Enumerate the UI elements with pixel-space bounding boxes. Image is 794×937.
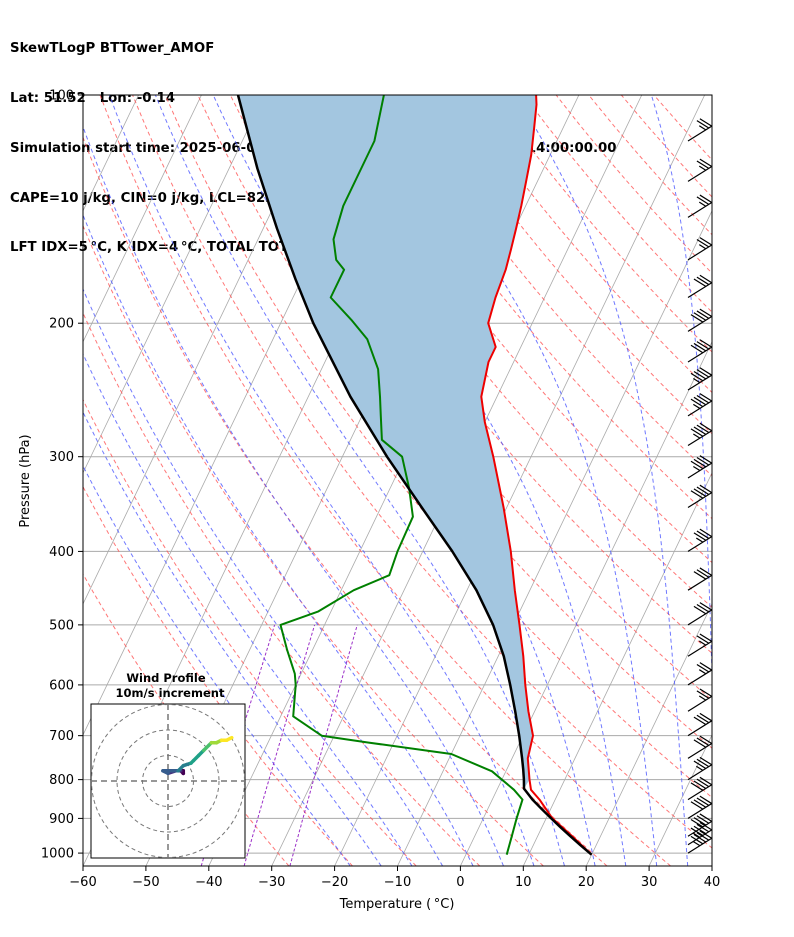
moist-adiabat (515, 95, 689, 866)
dry-adiabat (164, 95, 712, 799)
mixing-ratio-line (289, 624, 358, 866)
hodograph-trace (224, 735, 234, 742)
y-tick-label: 800 (49, 773, 74, 788)
isotherm-line (0, 95, 13, 866)
dewpoint-line (279, 95, 524, 855)
y-tick-label: 300 (49, 450, 74, 465)
dry-adiabat (83, 573, 290, 866)
wind-barb (687, 158, 713, 182)
wind-barb (687, 367, 713, 391)
y-tick-label: 100 (49, 89, 74, 104)
isotherm-line (775, 95, 794, 866)
dry-adiabat (555, 95, 712, 274)
moist-adiabat (83, 411, 382, 866)
dry-adiabat (653, 95, 712, 161)
moist-adiabat (385, 95, 658, 866)
dry-adiabat (83, 224, 544, 866)
chart-title: SkewTLogP BTTower_AMOF (10, 41, 215, 57)
wind-barb (687, 274, 713, 299)
x-tick-label: 20 (578, 875, 595, 890)
isotherm-line (83, 95, 202, 343)
cape-area (238, 95, 537, 789)
x-tick-label: −40 (195, 875, 222, 890)
y-tick-label: 200 (49, 317, 74, 332)
wind-barb (687, 237, 713, 261)
y-axis-label: Pressure (hPa) (18, 434, 33, 527)
wind-barb (687, 567, 713, 591)
moist-adiabat (747, 95, 751, 866)
x-tick-label: −10 (384, 875, 411, 890)
x-tick-label: −20 (321, 875, 348, 890)
wind-barb (687, 688, 713, 712)
isotherm-line (397, 209, 712, 866)
moist-adiabat (83, 125, 504, 866)
wind-barb (687, 118, 713, 142)
wind-barb (687, 602, 713, 626)
isotherm-line (585, 602, 712, 866)
isotherm-line (0, 95, 76, 866)
x-tick-label: −60 (69, 875, 96, 890)
dry-adiabat (83, 398, 417, 866)
wind-barb (687, 393, 713, 417)
x-tick-label: −30 (258, 875, 285, 890)
x-tick-label: −50 (132, 875, 159, 890)
wind-barb (687, 194, 713, 218)
hodograph-title: Wind Profile (126, 671, 206, 685)
moist-adiabat (83, 464, 351, 866)
dry-adiabat (490, 95, 712, 353)
moist-adiabat (287, 95, 627, 866)
wind-barb (687, 339, 713, 363)
dry-adiabat (99, 95, 671, 866)
wind-barb (687, 662, 713, 686)
x-tick-label: 40 (704, 875, 721, 890)
y-tick-label: 900 (49, 812, 74, 827)
wind-barb (687, 308, 713, 332)
wind-barb (687, 830, 713, 854)
wind-barb (687, 422, 713, 447)
wind-barb (687, 484, 713, 508)
wind-barb (687, 735, 713, 759)
moist-adiabat (212, 95, 596, 866)
temperature-line (480, 95, 593, 856)
hodograph-subtitle: 10m/s increment (116, 686, 225, 700)
moist-adiabat (154, 95, 565, 866)
dry-adiabat (327, 95, 712, 564)
y-tick-label: 500 (49, 618, 74, 633)
wind-barb (687, 455, 713, 479)
isotherm-line (83, 95, 265, 474)
moist-adiabat (83, 352, 413, 866)
x-axis-label: Temperature ( °C) (339, 897, 455, 912)
dry-adiabat (83, 311, 481, 866)
dry-adiabat (523, 95, 712, 313)
y-tick-label: 400 (49, 545, 74, 560)
dry-adiabat (360, 95, 712, 520)
parcel-line (236, 95, 593, 856)
wind-barb (687, 821, 713, 846)
isotherm-line (334, 95, 706, 866)
moist-adiabat (83, 287, 444, 866)
isotherm-line (522, 471, 712, 866)
y-tick-label: 1000 (41, 847, 74, 862)
x-tick-label: 0 (456, 875, 464, 890)
isotherm-line (83, 95, 328, 605)
y-tick-label: 600 (49, 678, 74, 693)
wind-barb (687, 712, 713, 737)
mixing-ratio-line (243, 624, 316, 866)
wind-barb (687, 813, 713, 837)
isotherm-line (648, 734, 712, 866)
wind-barb (687, 756, 713, 781)
wind-barb (687, 795, 713, 819)
y-tick-label: 700 (49, 729, 74, 744)
dry-adiabat (620, 95, 712, 198)
wind-barb (687, 633, 713, 657)
moist-adiabat (83, 213, 474, 866)
isotherm-line (711, 865, 712, 866)
dry-adiabat (425, 95, 712, 435)
dry-adiabat (588, 95, 712, 236)
wind-barb (687, 528, 713, 552)
x-tick-label: 10 (515, 875, 532, 890)
wind-barb (687, 776, 713, 801)
x-tick-label: 30 (641, 875, 658, 890)
